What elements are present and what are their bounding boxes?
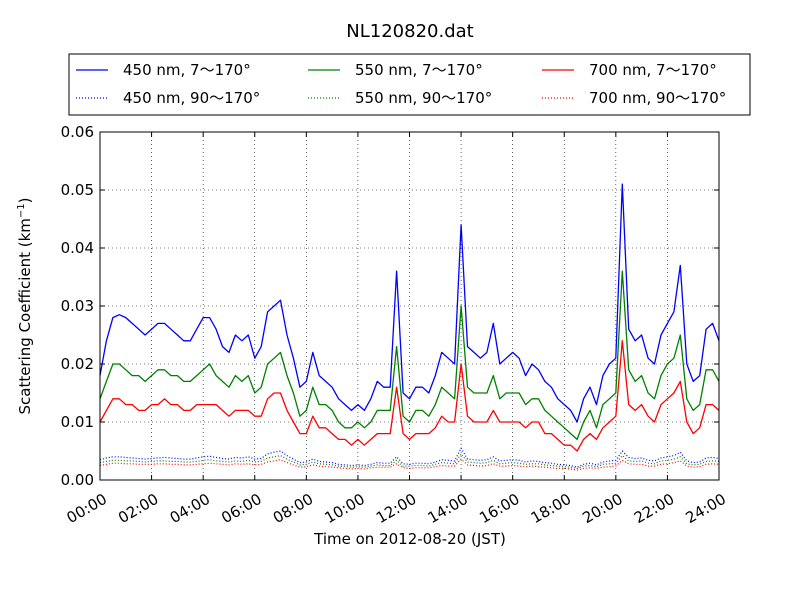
series-layer <box>99 183 720 471</box>
y-axis-label-close: ) <box>16 197 34 203</box>
series-line-3 <box>99 340 720 452</box>
series-line-6 <box>99 458 720 471</box>
y-axis: 0.00 0.01 0.02 0.03 0.04 0.05 0.06 <box>61 123 719 489</box>
series-line-2 <box>99 270 720 441</box>
y-tick-label: 0.05 <box>61 181 94 199</box>
y-tick-label: 0.04 <box>61 239 94 257</box>
y-axis-label-superscript: −1 <box>16 203 27 218</box>
y-tick-label: 0.01 <box>61 413 94 431</box>
y-tick-label: 0.02 <box>61 355 94 373</box>
legend-label-2: 550 nm, 7～170° <box>355 61 483 79</box>
series-line-4 <box>99 447 720 468</box>
chart-title: NL120820.dat <box>346 21 473 42</box>
legend-label-6: 700 nm, 90～170° <box>589 89 726 107</box>
legend-label-5: 550 nm, 90～170° <box>355 89 492 107</box>
legend-label-1: 450 nm, 7～170° <box>123 61 251 79</box>
y-axis-label-main: Scattering Coefficient (km <box>16 218 34 414</box>
legend-label-4: 450 nm, 90～170° <box>123 89 260 107</box>
series-line-1 <box>99 183 720 423</box>
legend-label-3: 700 nm, 7～170° <box>589 61 717 79</box>
y-tick-label: 0.03 <box>61 297 94 315</box>
x-axis-label: Time on 2012-08-20 (JST) <box>313 530 506 548</box>
legend-box <box>68 53 751 116</box>
legend: 450 nm, 7～170° 550 nm, 7～170° 700 nm, 7～17… <box>68 53 751 116</box>
y-tick-label: 0.06 <box>61 123 94 141</box>
y-tick-label: 0.00 <box>61 471 94 489</box>
y-axis-label: Scattering Coefficient (km−1) <box>16 197 34 414</box>
